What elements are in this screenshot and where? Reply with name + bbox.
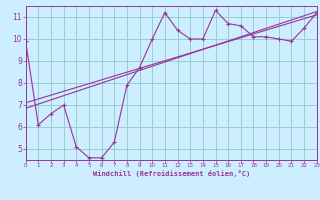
X-axis label: Windchill (Refroidissement éolien,°C): Windchill (Refroidissement éolien,°C) [92,170,250,177]
